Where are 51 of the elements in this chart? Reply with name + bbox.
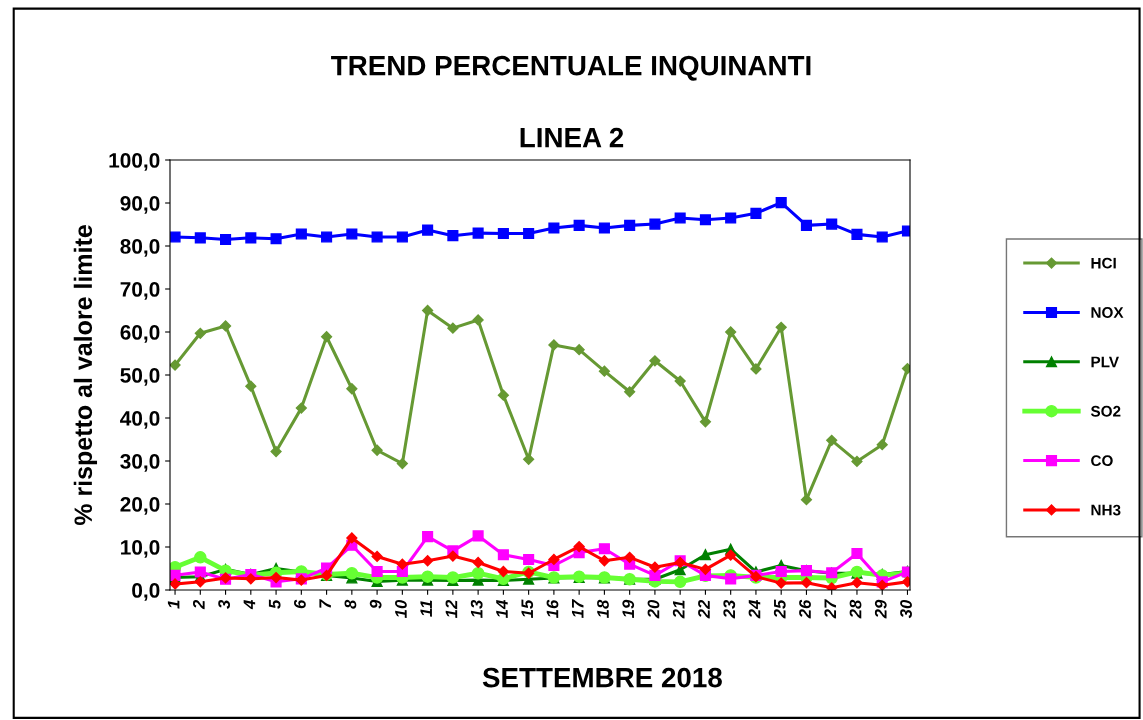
- x-tick-label: 17: [571, 599, 584, 618]
- x-tick-label: 30: [900, 599, 912, 619]
- y-tick-label: 50,0: [120, 368, 160, 386]
- y-tick-label: 90,0: [120, 196, 160, 214]
- x-tick-label: 28: [849, 599, 862, 619]
- x-tick-label: 25: [773, 599, 786, 619]
- x-tick-label: 29: [874, 599, 887, 619]
- x-tick-label: 1: [167, 600, 180, 609]
- y-tick-label: 100,0: [109, 153, 160, 171]
- x-tick-label: 20: [647, 599, 660, 619]
- chart-title: TREND PERCENTUALE INQUINANTI: [331, 55, 811, 81]
- legend-label: SO2: [1090, 405, 1121, 417]
- y-axis-title: % rispetto al valore limite: [73, 225, 98, 526]
- x-tick-label: 18: [597, 599, 609, 618]
- legend-label: HCI: [1091, 257, 1116, 269]
- legend-label: NH3: [1091, 504, 1121, 516]
- y-tick-label: 70,0: [120, 282, 160, 300]
- x-tick-label: 26: [799, 599, 811, 619]
- x-tick-label: 7: [319, 599, 331, 608]
- x-tick-label: 27: [824, 599, 837, 619]
- x-tick-label: 24: [748, 600, 761, 619]
- x-tick-label: 21: [672, 600, 685, 619]
- x-tick-label: 14: [496, 600, 508, 618]
- y-tick-label: 30,0: [120, 454, 160, 472]
- y-tick-label: 80,0: [120, 239, 160, 257]
- legend-label: PLV: [1091, 356, 1119, 368]
- legend-label: NOX: [1091, 307, 1124, 318]
- x-tick-label: 6: [294, 599, 306, 609]
- legend-label: CO: [1091, 455, 1113, 467]
- x-tick-label: 8: [344, 599, 357, 609]
- y-tick-label: 0,0: [132, 583, 160, 601]
- y-tick-label: 10,0: [121, 540, 160, 558]
- x-tick-label: 13: [470, 599, 483, 618]
- x-tick-label: 16: [546, 599, 559, 618]
- x-tick-label: 12: [445, 599, 458, 618]
- chart-subtitle: LINEA 2: [520, 127, 624, 148]
- x-tick-label: 23: [723, 599, 736, 619]
- x-axis-title: SETTEMBRE 2018: [482, 667, 722, 688]
- x-tick-label: 19: [622, 599, 635, 618]
- x-tick-label: 22: [698, 599, 710, 619]
- x-tick-label: 4: [243, 600, 256, 610]
- x-tick-label: 10: [395, 599, 407, 618]
- x-tick-label: 5: [268, 599, 281, 609]
- x-tick-label: 11: [420, 600, 432, 617]
- y-tick-label: 20,0: [120, 497, 160, 515]
- x-tick-label: 2: [192, 599, 205, 610]
- x-tick-label: 3: [218, 599, 231, 609]
- x-tick-label: 15: [521, 599, 534, 618]
- x-tick-label: 9: [369, 599, 382, 609]
- y-tick-label: 60,0: [120, 325, 160, 343]
- y-tick-label: 40,0: [120, 411, 160, 429]
